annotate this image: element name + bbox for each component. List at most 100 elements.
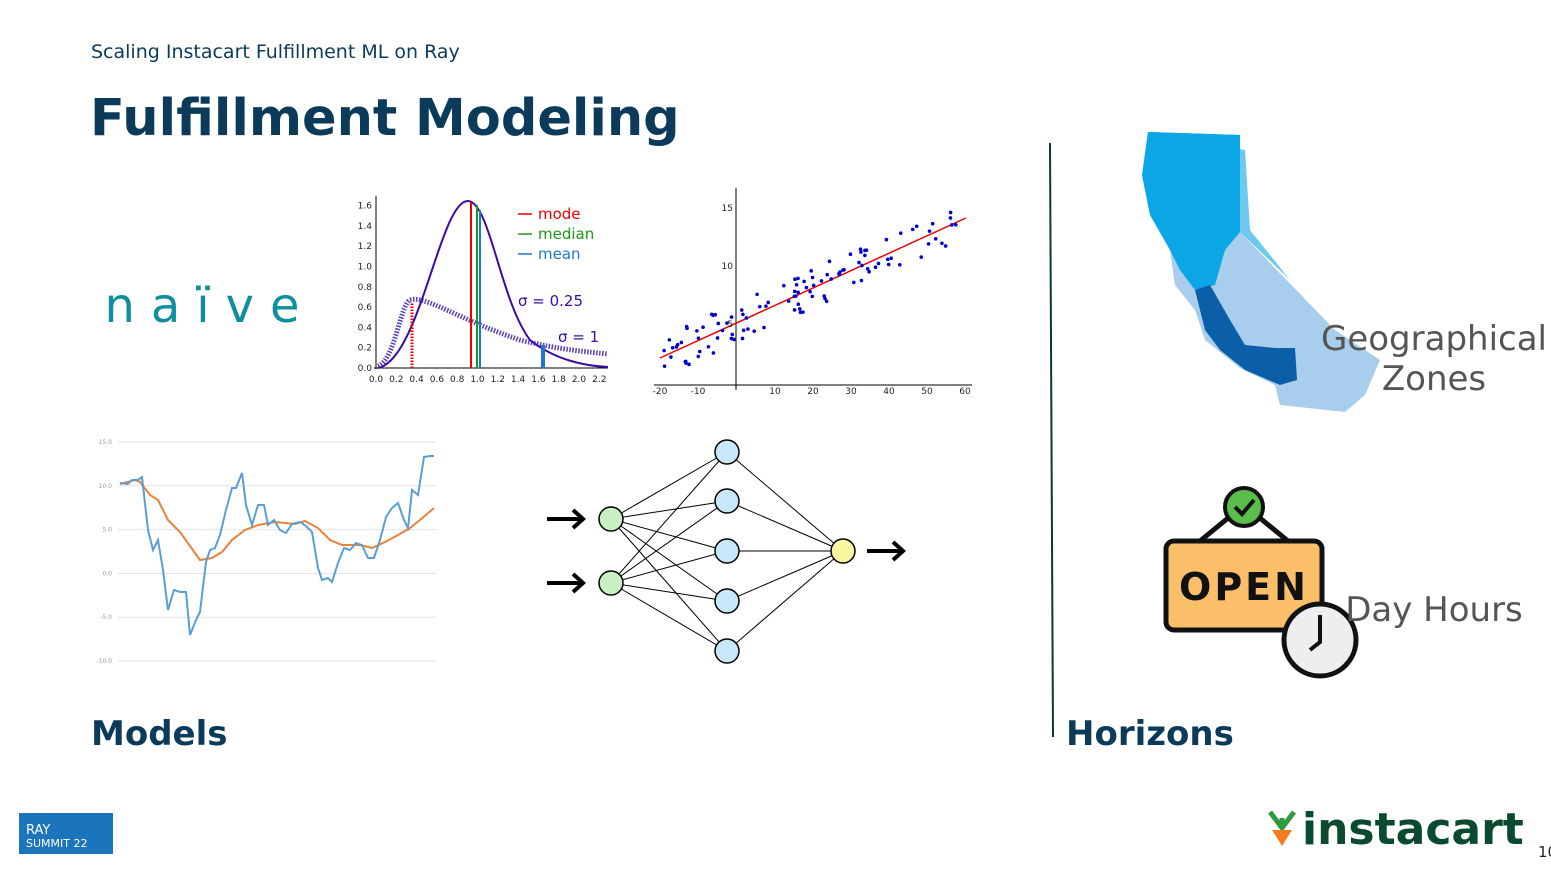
scatter-dot bbox=[864, 248, 869, 252]
fit-line bbox=[659, 217, 967, 359]
scatter-dot bbox=[810, 294, 815, 299]
edge bbox=[610, 582, 728, 652]
scatter-dot bbox=[741, 312, 745, 317]
x-tick-label: 1.0 bbox=[470, 375, 485, 385]
y-tick-label: 1.4 bbox=[358, 222, 373, 232]
edge bbox=[610, 500, 728, 584]
scatter-dot bbox=[865, 266, 870, 271]
hidden-node bbox=[714, 638, 740, 664]
edge bbox=[610, 518, 728, 602]
scatter-dot bbox=[766, 300, 771, 305]
x-tick-label: 0.2 bbox=[389, 375, 403, 385]
annotation: σ = 0.25 bbox=[518, 292, 583, 310]
x-tick-label: 2.0 bbox=[572, 375, 587, 385]
x-tick-label: 1.4 bbox=[511, 375, 526, 385]
scatter-dot bbox=[930, 221, 935, 226]
x-tick-label: 30 bbox=[845, 387, 857, 397]
divider bbox=[1049, 142, 1054, 738]
scatter-dot bbox=[819, 279, 824, 283]
y-tick-label: -5.0 bbox=[100, 614, 112, 621]
y-tick-label: 0.6 bbox=[358, 303, 373, 313]
scatter-dot bbox=[837, 272, 842, 277]
scatter-dot bbox=[695, 329, 699, 333]
edge bbox=[726, 451, 844, 552]
series-raw bbox=[119, 455, 434, 636]
y-tick-label: 0.2 bbox=[358, 344, 372, 354]
neural-network bbox=[547, 439, 906, 664]
ray-logo bbox=[19, 813, 113, 854]
hours-label: Day Hours bbox=[1345, 590, 1523, 630]
scatter-dot bbox=[752, 329, 757, 333]
scatter-dot bbox=[729, 315, 734, 319]
x-tick-label: 1.6 bbox=[531, 375, 546, 385]
scatter-dot bbox=[740, 336, 745, 341]
y-tick-label: 1.2 bbox=[358, 242, 372, 252]
edge bbox=[726, 550, 844, 602]
edge bbox=[610, 582, 728, 602]
scatter-dot bbox=[725, 321, 729, 325]
y-tick-label: 0.0 bbox=[358, 364, 373, 374]
curve-sigma-1 bbox=[376, 296, 609, 369]
scatter-dot bbox=[823, 296, 827, 301]
scatter-dot bbox=[669, 355, 673, 359]
scatter-dot bbox=[782, 283, 786, 288]
hidden-node bbox=[714, 538, 740, 564]
input-node bbox=[598, 506, 624, 532]
scatter-dot bbox=[808, 289, 812, 294]
annotation: σ = 1 bbox=[558, 328, 599, 346]
scatter-dot bbox=[848, 252, 853, 257]
scatter-dot bbox=[802, 279, 806, 284]
legend-label: median bbox=[538, 225, 594, 243]
scatter-dot bbox=[852, 280, 856, 285]
ray-logo-text: SUMMIT 22 bbox=[26, 837, 87, 850]
y-tick-label: 0.0 bbox=[102, 570, 112, 577]
page-number: 10 bbox=[1538, 843, 1551, 861]
scatter-dot bbox=[662, 348, 666, 353]
clock-hands bbox=[1308, 615, 1322, 652]
scatter-dot bbox=[824, 299, 829, 304]
scatter-dot bbox=[739, 308, 744, 312]
timeseries-plot: 15.0 10.0 5.0 0.0 -5.0 -10.0 bbox=[96, 439, 436, 665]
scatter-dot bbox=[792, 289, 797, 294]
scatter-dot bbox=[792, 308, 797, 312]
distribution-plot bbox=[374, 196, 609, 369]
scatter-dot bbox=[662, 364, 667, 368]
edge bbox=[610, 550, 728, 584]
scatter-dot bbox=[757, 304, 762, 309]
scatter-dot bbox=[827, 259, 832, 264]
title: Fulfillment Modeling bbox=[90, 89, 680, 148]
scatter-dot bbox=[729, 336, 734, 341]
scatter-dot bbox=[949, 223, 954, 227]
scatter-dot bbox=[873, 265, 878, 269]
y-tick-label: 15 bbox=[722, 204, 733, 214]
scatter-dot bbox=[755, 292, 759, 297]
x-tick-label: 50 bbox=[921, 387, 933, 397]
y-tick-label: 1.0 bbox=[358, 263, 373, 273]
scatter-dot bbox=[953, 222, 958, 227]
scatter-dot bbox=[804, 285, 809, 290]
x-tick-label: 1.8 bbox=[552, 375, 567, 385]
scatter-dot bbox=[829, 277, 834, 281]
scatter-dot bbox=[696, 336, 701, 340]
scatter-dot bbox=[914, 224, 919, 229]
x-tick-label: 2.2 bbox=[592, 375, 606, 385]
scatter-dot bbox=[687, 362, 691, 367]
y-tick-label: 0.8 bbox=[358, 283, 373, 293]
scatter-dot bbox=[794, 282, 799, 287]
y-tick-label: 0.4 bbox=[358, 323, 373, 333]
geo-label: Geographical bbox=[1321, 319, 1547, 359]
scatter-dot bbox=[706, 344, 711, 349]
edge bbox=[726, 550, 844, 652]
scatter-dot bbox=[857, 260, 861, 265]
sign-text: OPEN bbox=[1179, 565, 1309, 609]
arrow bbox=[547, 572, 586, 594]
scatter-dot bbox=[809, 269, 813, 273]
check bbox=[1233, 498, 1256, 517]
scatter-dot bbox=[675, 342, 680, 347]
region-mid bbox=[1148, 132, 1290, 280]
output-node bbox=[830, 538, 856, 564]
x-tick-label: 0.6 bbox=[430, 375, 445, 385]
scatter-dot bbox=[792, 294, 797, 299]
y-tick-label: 15.0 bbox=[99, 439, 113, 446]
